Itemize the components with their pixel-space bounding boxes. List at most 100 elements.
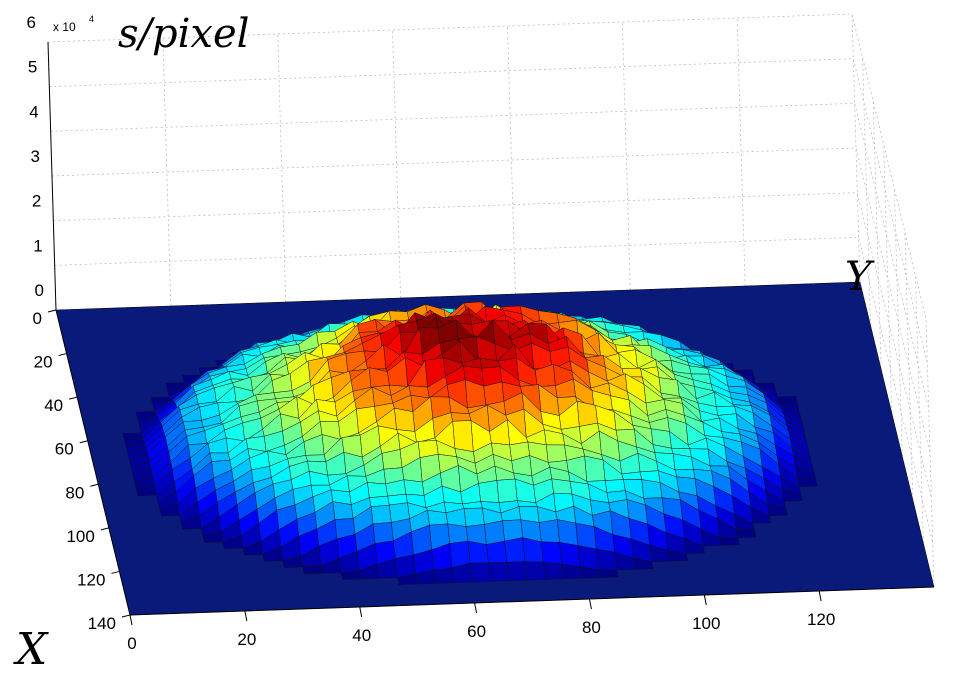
z-multiplier-exponent: 4: [89, 14, 94, 24]
y-tick-mark: [129, 614, 133, 626]
x-tick-label: 40: [44, 396, 63, 415]
surface-facet: [551, 478, 573, 495]
surface-facet: [595, 548, 617, 571]
y-tick-label: 120: [807, 610, 835, 629]
surface-facet: [394, 407, 416, 432]
surface-facet: [469, 562, 491, 583]
z-tick-label: 1: [33, 236, 42, 255]
x-tick-mark: [111, 570, 120, 574]
surface-facet: [719, 537, 740, 546]
x-tick-mark: [47, 309, 57, 313]
surface-facet: [372, 522, 394, 544]
y-tick-label: 0: [127, 634, 136, 653]
y-tick-mark: [818, 590, 822, 602]
x-tick-label: 0: [33, 309, 42, 328]
surface-facet: [209, 452, 231, 462]
surface-facet: [340, 569, 362, 580]
surface-facet: [370, 504, 392, 525]
surface-facet: [540, 541, 562, 565]
chart-title: s/pixel: [118, 11, 249, 57]
axes: [47, 41, 935, 626]
x-tick-mark: [58, 353, 67, 357]
x-tick-mark: [121, 614, 131, 618]
y-axis-label: Y: [845, 254, 875, 300]
surface-facet: [305, 454, 327, 462]
surface-facet: [577, 545, 599, 570]
surface-facet: [641, 479, 663, 499]
z-tick-label: 5: [28, 58, 37, 77]
y-tick-label: 80: [582, 618, 601, 637]
y-grid-line: [277, 33, 287, 303]
surface-facet: [524, 561, 546, 581]
surface-facet: [403, 479, 425, 496]
y-tick-mark: [244, 610, 248, 622]
surface-facet: [467, 540, 489, 564]
surface-facet: [561, 563, 583, 580]
surface-facet: [504, 537, 526, 563]
x-tick-label: 140: [88, 614, 116, 633]
surface-facet: [486, 540, 507, 563]
surface-facet: [557, 519, 579, 546]
surface-facet: [506, 561, 528, 582]
z-tick-label: 4: [29, 102, 38, 121]
y-tick-mark: [359, 606, 363, 618]
surface-mesh: [122, 301, 818, 585]
z-tick-label: 0: [35, 281, 44, 300]
z-multiplier-label: x 10: [53, 20, 76, 34]
surface-facet: [367, 482, 388, 498]
z-grid-line: [47, 13, 927, 320]
surface-facet: [488, 561, 509, 582]
surface-facet: [484, 520, 505, 545]
surface-facet: [575, 522, 597, 550]
y-tick-mark: [588, 598, 592, 610]
x-tick-label: 60: [55, 440, 74, 459]
y-tick-label: 60: [467, 622, 486, 641]
surface-facet: [450, 412, 472, 422]
surface-facet: [542, 561, 564, 580]
x-grid-line: [872, 101, 882, 370]
x-tick-mark: [69, 396, 78, 400]
surface-facet: [427, 509, 448, 526]
x-tick-label: 100: [66, 527, 94, 546]
x-grid-line: [915, 275, 924, 544]
surface-facet: [559, 542, 581, 567]
x-tick-mark: [100, 527, 109, 531]
x-axis-line: [55, 309, 131, 616]
surface-facet: [735, 529, 757, 539]
surface-facet: [496, 478, 518, 503]
surface-facet: [302, 565, 323, 575]
x-axis-label: X: [13, 624, 49, 675]
surface-facet: [397, 573, 418, 585]
surface-facet: [598, 569, 619, 578]
surface-facet: [604, 479, 626, 493]
surface-facet: [483, 381, 505, 406]
y-tick-label: 100: [692, 614, 720, 633]
surface-facet: [777, 395, 798, 404]
surface-facet: [463, 507, 485, 527]
surface-facet: [433, 567, 455, 584]
surface-facet: [576, 400, 598, 427]
x-tick-mark: [90, 483, 99, 487]
y-tick-label: 20: [237, 630, 256, 649]
z-tick-label: 3: [31, 147, 40, 166]
x-grid-line: [893, 188, 903, 457]
z-tick-label: 6: [27, 13, 36, 32]
y-grid-line: [162, 37, 172, 307]
y-tick-label: 40: [352, 626, 371, 645]
x-tick-label: 20: [34, 353, 53, 372]
y-axis-line: [129, 586, 935, 616]
x-grid-line: [883, 144, 893, 413]
z-tick-label: 2: [32, 192, 41, 211]
y-tick-mark: [703, 594, 707, 606]
x-tick-label: 80: [65, 483, 84, 502]
x-grid-line: [925, 318, 935, 588]
x-grid-line: [904, 231, 914, 500]
surface-facet: [478, 480, 500, 503]
x-tick-mark: [79, 440, 88, 444]
surface-facet: [545, 444, 567, 463]
surface-facet: [332, 501, 354, 520]
surface-facet: [447, 523, 469, 544]
surface-facet: [584, 455, 606, 482]
